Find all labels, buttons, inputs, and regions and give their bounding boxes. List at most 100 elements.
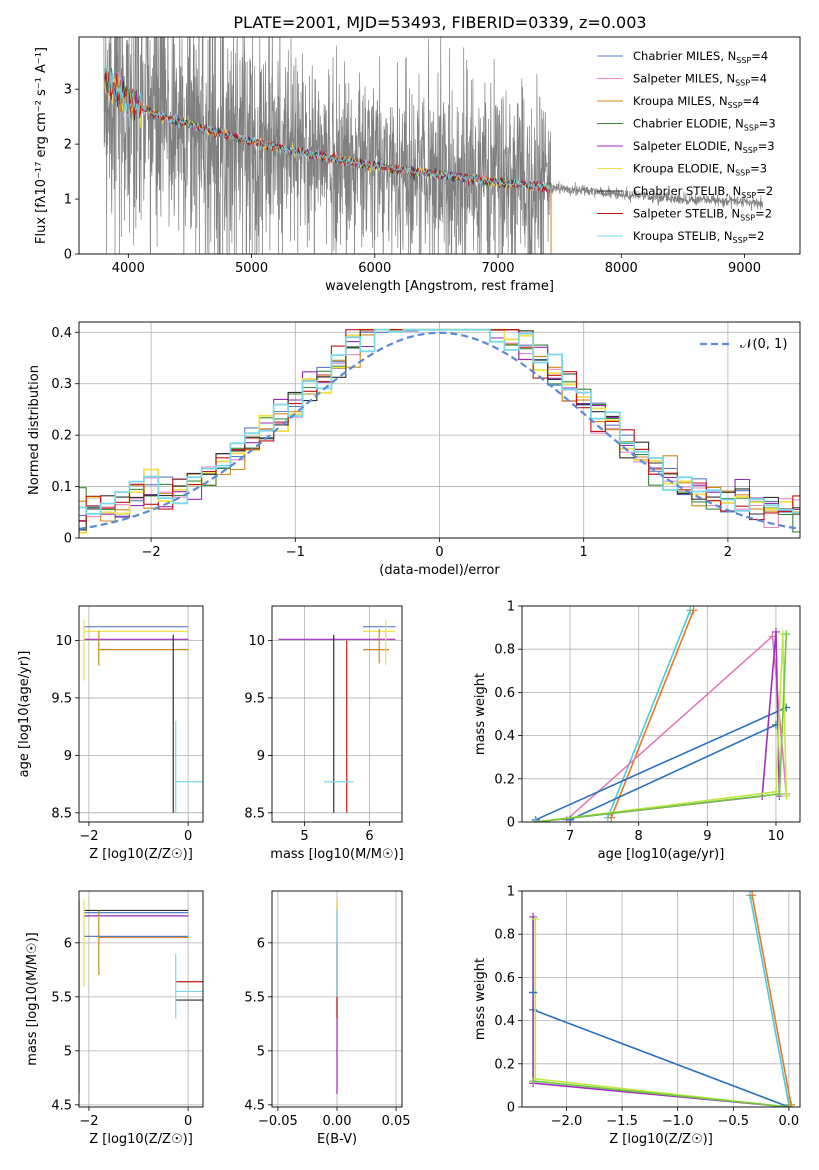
weight-marker xyxy=(784,1103,793,1107)
panel-age_vs_mass: 5 6 8.5 9 9.5 10 mass [log10(M/M☉)] xyxy=(244,605,404,862)
y-tick-label: 0.4 xyxy=(51,326,72,341)
weight-line xyxy=(607,610,691,818)
legend-label: Kroupa STELIB, NSSP=2 xyxy=(633,229,764,245)
y-tick-label: 0.4 xyxy=(494,1014,515,1029)
x-tick-label: 7000 xyxy=(481,261,514,276)
legend-label: Chabrier STELIB, NSSP=2 xyxy=(633,184,773,200)
y-tick-label: 9.5 xyxy=(244,691,265,706)
panel-age_vs_Z: −2 0 8.5 9 9.5 10 Z [log10(Z/Z☉)] age [log10(ag… xyxy=(17,605,204,862)
y-axis-label: Normed distribution xyxy=(27,365,42,495)
weight-marker xyxy=(782,630,791,639)
plot-area-spectrum xyxy=(103,37,764,254)
y-tick-label: 6 xyxy=(64,936,72,951)
y-tick-label: 10 xyxy=(55,634,72,649)
legend-label: Kroupa MILES, NSSP=4 xyxy=(633,94,759,110)
x-tick-label: 5000 xyxy=(235,261,268,276)
x-tick-label: 0 xyxy=(435,545,443,560)
y-tick-label: 0.2 xyxy=(51,429,72,444)
x-tick-label: 0 xyxy=(184,829,192,844)
weight-line xyxy=(535,634,788,822)
axes-frame xyxy=(521,890,801,1108)
x-tick-label: 5 xyxy=(300,829,308,844)
y-tick-label: 0.2 xyxy=(494,772,515,787)
x-tick-label: 7 xyxy=(566,829,574,844)
axes-frame xyxy=(78,890,204,1108)
x-axis-label: mass [log10(M/M☉)] xyxy=(270,847,403,862)
y-tick-label: 0 xyxy=(64,248,72,263)
weight-line xyxy=(566,634,788,821)
y-tick-label: 10 xyxy=(248,634,265,649)
weight-marker xyxy=(529,988,538,997)
y-tick-label: 0.8 xyxy=(494,643,515,658)
axes-frame xyxy=(271,890,403,1108)
x-tick-label: −0.5 xyxy=(717,1114,749,1129)
plot-area-mass_vs_Z xyxy=(79,899,203,1095)
weight-line xyxy=(532,916,789,1107)
legend-label: Salpeter STELIB, NSSP=2 xyxy=(633,207,772,223)
x-tick-label: 0 xyxy=(184,1114,192,1129)
legend-label: Salpeter MILES, NSSP=4 xyxy=(633,72,767,88)
weight-marker xyxy=(607,813,616,822)
axes-frame xyxy=(521,605,801,823)
y-axis-label: mass [log10(M/M☉)] xyxy=(25,932,40,1065)
y-tick-label: 5.5 xyxy=(51,990,72,1005)
weight-line xyxy=(749,895,790,1105)
legend-label: Salpeter ELODIE, NSSP=3 xyxy=(633,139,775,155)
y-tick-label: 0 xyxy=(507,1101,515,1116)
observed-spectrum-line xyxy=(103,37,764,254)
residual-histogram xyxy=(79,328,800,515)
y-tick-label: 1 xyxy=(507,885,515,900)
x-tick-label: 9000 xyxy=(728,261,761,276)
panel-weight_vs_age: 7 8 9 10 0 0.2 0.4 0.6 0.8 1 age [log10(age/yr)] ma… xyxy=(473,600,801,862)
x-tick-label: 0.0 xyxy=(779,1114,800,1129)
plot-area-weight_vs_Z xyxy=(529,891,796,1107)
y-tick-label: 2 xyxy=(64,138,72,153)
y-tick-label: 0.8 xyxy=(494,928,515,943)
y-tick-label: 0.4 xyxy=(494,729,515,744)
y-axis-label: mass weight xyxy=(473,958,488,1040)
weight-marker xyxy=(689,606,698,615)
plot-area-age_vs_Z xyxy=(83,619,203,813)
axes-frame xyxy=(78,605,204,823)
x-axis-label: age [log10(age/yr)] xyxy=(598,847,725,862)
x-tick-label: −2 xyxy=(142,545,161,560)
y-tick-label: 9.5 xyxy=(51,691,72,706)
y-tick-label: 6 xyxy=(257,936,265,951)
plot-area-weight_vs_age xyxy=(531,606,791,822)
x-tick-label: 6 xyxy=(365,829,373,844)
plot-area-age_vs_mass xyxy=(278,619,396,813)
y-tick-label: 8.5 xyxy=(51,806,72,821)
y-tick-label: 0 xyxy=(64,532,72,547)
weight-line xyxy=(535,634,788,822)
x-axis-label: Z [log10(Z/Z☉)] xyxy=(89,847,193,862)
x-tick-label: 8000 xyxy=(605,261,638,276)
axes-frame xyxy=(271,605,403,823)
y-tick-label: 0.2 xyxy=(494,1057,515,1072)
legend-label: Kroupa ELODIE, NSSP=3 xyxy=(633,162,767,178)
panel-mass_vs_EBV: −0.05 0.00 0.05 4.5 5 5.5 6 E(B-V) xyxy=(244,890,411,1147)
y-tick-label: 8.5 xyxy=(244,806,265,821)
x-axis-label: (data-model)/error xyxy=(379,563,500,578)
weight-marker xyxy=(531,915,540,924)
y-tick-label: 1 xyxy=(64,193,72,208)
x-tick-label: 6000 xyxy=(358,261,391,276)
legend-label: Chabrier ELODIE, NSSP=3 xyxy=(633,117,776,133)
y-tick-label: 4.5 xyxy=(51,1098,72,1113)
y-tick-label: 9 xyxy=(257,749,265,764)
weight-marker xyxy=(529,1077,538,1086)
weight-line xyxy=(610,610,695,818)
legend-label: 𝒩(0, 1) xyxy=(740,337,787,352)
x-tick-label: 0.00 xyxy=(323,1114,352,1129)
x-tick-label: 2 xyxy=(724,545,732,560)
x-tick-label: −2 xyxy=(79,829,98,844)
plot-area-residuals xyxy=(79,328,800,534)
weight-line xyxy=(535,706,787,821)
x-tick-label: −2 xyxy=(79,1114,98,1129)
x-tick-label: 1 xyxy=(580,545,588,560)
y-axis-label: mass weight xyxy=(473,673,488,755)
model-spectrum-line xyxy=(104,64,552,192)
y-axis-label: Flux [fλ10⁻¹⁷ erg cm⁻² s⁻¹ A⁻¹] xyxy=(34,47,49,244)
y-tick-label: 4.5 xyxy=(244,1098,265,1113)
y-tick-label: 9 xyxy=(64,749,72,764)
